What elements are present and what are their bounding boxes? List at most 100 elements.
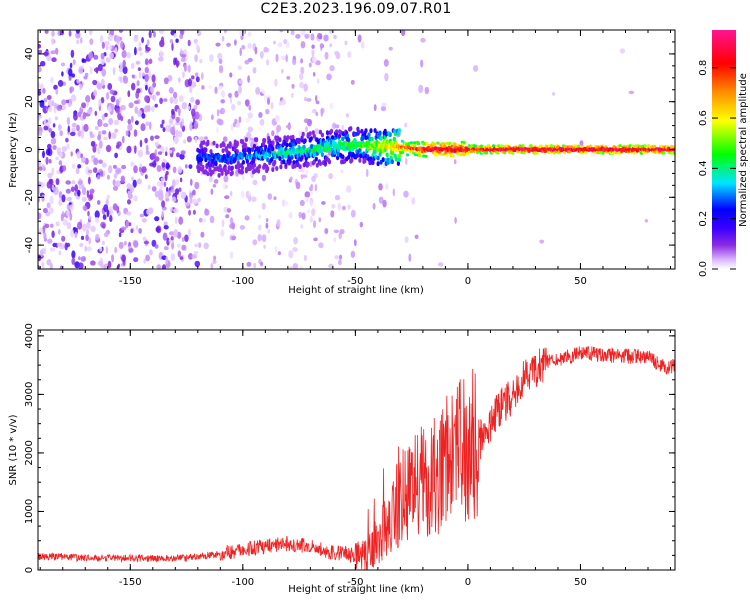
noise-speckle bbox=[163, 181, 167, 187]
noise-speckle bbox=[70, 49, 75, 58]
noise-speckle bbox=[48, 207, 54, 214]
ridge-cell bbox=[221, 148, 225, 154]
snr-marks bbox=[38, 346, 675, 570]
noise-speckle bbox=[305, 196, 309, 203]
noise-speckle bbox=[45, 156, 49, 165]
ridge-cell bbox=[285, 142, 289, 148]
noise-speckle bbox=[50, 76, 54, 84]
noise-speckle bbox=[66, 209, 70, 217]
noise-speckle bbox=[405, 157, 408, 166]
noise-speckle bbox=[76, 124, 80, 132]
noise-speckle bbox=[88, 30, 93, 36]
noise-speckle bbox=[144, 66, 149, 74]
ridge-cell bbox=[598, 151, 602, 155]
noise-speckle bbox=[210, 188, 214, 195]
noise-speckle bbox=[133, 100, 139, 105]
noise-speckle bbox=[103, 123, 109, 128]
ridge-cell bbox=[397, 157, 401, 163]
ridge-cell bbox=[409, 141, 414, 145]
y-tick-label: 40 bbox=[24, 48, 35, 61]
x-tick-label: -100 bbox=[231, 577, 254, 588]
noise-speckle bbox=[144, 137, 148, 144]
noise-speckle bbox=[138, 166, 142, 172]
noise-speckle bbox=[312, 56, 317, 64]
noise-speckle bbox=[209, 54, 214, 62]
noise-speckle bbox=[82, 223, 87, 232]
noise-speckle bbox=[159, 183, 163, 191]
noise-speckle bbox=[137, 67, 141, 71]
noise-speckle bbox=[335, 124, 340, 129]
noise-speckle bbox=[314, 128, 320, 135]
noise-speckle bbox=[134, 120, 139, 125]
noise-speckle bbox=[70, 186, 75, 192]
noise-speckle bbox=[143, 240, 150, 245]
ridge-cell bbox=[298, 164, 302, 170]
ridge-cell bbox=[212, 140, 216, 146]
noise-speckle bbox=[170, 236, 174, 241]
noise-speckle bbox=[350, 209, 356, 218]
noise-speckle bbox=[47, 172, 53, 179]
noise-speckle bbox=[58, 191, 63, 199]
ridge-cell bbox=[433, 142, 437, 146]
noise-speckle bbox=[252, 239, 258, 246]
ridge-cell bbox=[327, 159, 332, 165]
noise-speckle bbox=[175, 116, 181, 123]
noise-speckle bbox=[323, 34, 329, 42]
noise-speckle bbox=[108, 131, 111, 140]
noise-speckle bbox=[69, 212, 73, 221]
noise-speckle bbox=[141, 72, 146, 77]
noise-speckle bbox=[127, 118, 132, 125]
noise-speckle bbox=[166, 187, 169, 193]
noise-speckle bbox=[338, 232, 342, 240]
x-tick-label: 50 bbox=[574, 276, 587, 287]
noise-speckle bbox=[162, 127, 166, 133]
noise-speckle bbox=[100, 57, 105, 66]
noise-speckle bbox=[244, 59, 250, 65]
noise-speckle bbox=[341, 205, 346, 211]
y-tick-label: 0 bbox=[24, 567, 35, 573]
noise-speckle bbox=[241, 45, 246, 50]
noise-speckle bbox=[52, 145, 57, 150]
noise-speckle bbox=[281, 69, 284, 74]
noise-speckle bbox=[103, 204, 109, 213]
noise-speckle bbox=[158, 30, 164, 34]
noise-speckle bbox=[178, 108, 181, 117]
noise-speckle bbox=[334, 255, 339, 260]
noise-speckle bbox=[238, 85, 243, 94]
noise-speckle bbox=[242, 174, 245, 181]
noise-speckle bbox=[77, 221, 83, 230]
noise-speckle bbox=[50, 131, 56, 139]
noise-speckle bbox=[378, 196, 384, 204]
noise-speckle bbox=[191, 198, 198, 205]
noise-speckle bbox=[337, 202, 342, 211]
noise-speckle bbox=[261, 234, 267, 243]
ridge-cell bbox=[282, 159, 286, 165]
noise-speckle bbox=[139, 213, 145, 218]
noise-speckle bbox=[94, 210, 100, 219]
ridge-cell bbox=[301, 131, 305, 137]
noise-speckle bbox=[47, 143, 52, 150]
noise-speckle bbox=[168, 87, 174, 94]
ridge-cell bbox=[278, 156, 282, 161]
noise-speckle bbox=[145, 144, 149, 153]
noise-speckle bbox=[195, 99, 201, 106]
noise-speckle bbox=[71, 250, 76, 259]
noise-speckle bbox=[126, 145, 132, 154]
ridge-cell bbox=[202, 140, 206, 145]
noise-speckle bbox=[113, 164, 117, 169]
noise-speckle bbox=[138, 228, 143, 234]
noise-speckle bbox=[165, 170, 169, 176]
noise-speckle bbox=[57, 30, 61, 37]
noise-speckle bbox=[62, 105, 67, 111]
noise-speckle bbox=[90, 260, 96, 266]
noise-speckle bbox=[255, 87, 261, 95]
noise-speckle bbox=[304, 33, 310, 39]
noise-speckle bbox=[38, 90, 42, 96]
noise-speckle bbox=[38, 265, 41, 269]
noise-speckle bbox=[194, 243, 198, 248]
snr-y-label: SNR (10 * v/v) bbox=[8, 414, 19, 485]
noise-speckle bbox=[209, 215, 215, 224]
noise-speckle bbox=[317, 32, 322, 40]
noise-speckle bbox=[266, 97, 271, 105]
noise-speckle bbox=[54, 102, 57, 109]
